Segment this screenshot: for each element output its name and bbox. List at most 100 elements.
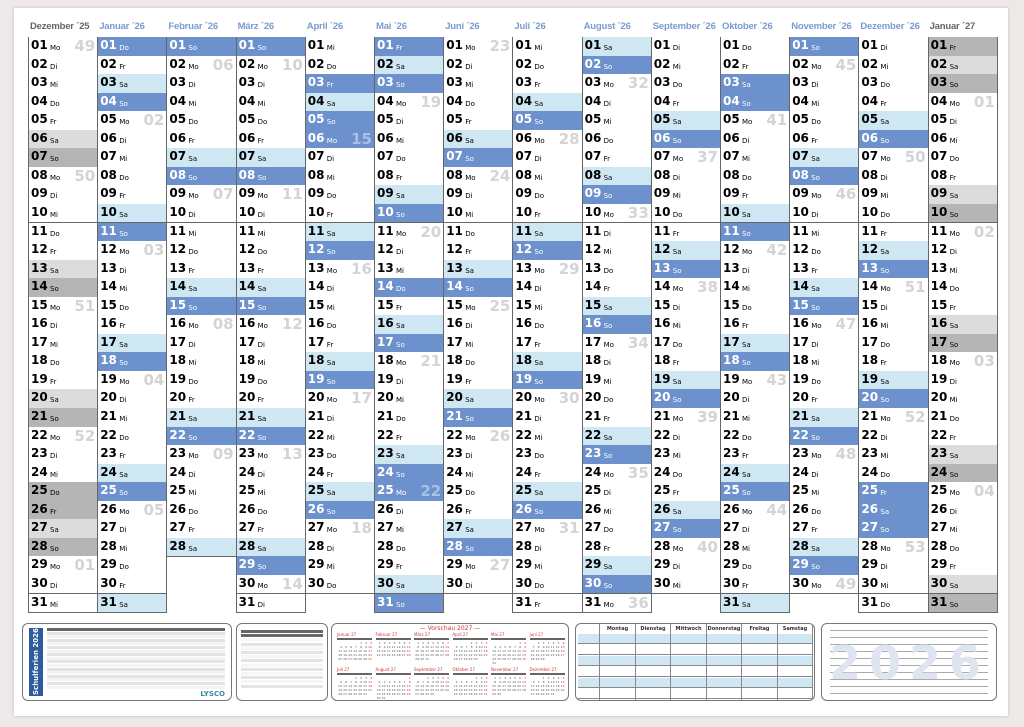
- note-line[interactable]: [830, 693, 988, 694]
- day-cell[interactable]: 27 Di: [720, 519, 791, 539]
- day-cell[interactable]: 01 Fr: [374, 37, 445, 57]
- note-line[interactable]: [830, 672, 988, 673]
- day-cell[interactable]: 12 Fr: [28, 241, 99, 261]
- day-cell[interactable]: 02 Mo 10: [235, 55, 306, 76]
- day-cell[interactable]: 27 Di: [97, 519, 168, 539]
- day-cell[interactable]: 25 Do: [28, 482, 99, 502]
- day-cell[interactable]: 18 Mi: [789, 352, 860, 372]
- day-cell[interactable]: 03 Mo 32: [581, 74, 652, 94]
- day-cell[interactable]: 18 Fr: [858, 352, 929, 372]
- day-cell[interactable]: 20 Di: [97, 389, 168, 409]
- day-cell[interactable]: 26 Fr: [443, 500, 514, 521]
- day-cell[interactable]: 22 So: [235, 426, 306, 447]
- day-cell[interactable]: 02 Di: [443, 55, 514, 76]
- day-cell[interactable]: 07 Do: [374, 148, 445, 168]
- day-cell[interactable]: 29 Mi: [512, 556, 583, 576]
- day-cell[interactable]: 19 So: [304, 370, 375, 391]
- day-cell[interactable]: 19 Do: [789, 370, 860, 391]
- day-cell[interactable]: 20 Fr: [166, 389, 237, 409]
- day-cell[interactable]: 28 Di: [304, 537, 375, 558]
- day-cell[interactable]: 19 Do: [235, 370, 306, 391]
- day-cell[interactable]: 12 Mi: [581, 241, 652, 261]
- day-cell[interactable]: 09 Do: [512, 185, 583, 205]
- day-cell[interactable]: 13 Mi: [374, 259, 445, 280]
- day-cell[interactable]: 26 Mo 05: [97, 500, 168, 521]
- day-cell[interactable]: 03 Mi: [28, 74, 99, 94]
- day-cell[interactable]: 17 Sa: [720, 333, 791, 354]
- day-cell[interactable]: 20 Do: [581, 389, 652, 409]
- day-cell[interactable]: 20 Fr: [789, 389, 860, 409]
- day-cell[interactable]: 23 So: [581, 445, 652, 465]
- day-cell[interactable]: 26 Di: [927, 500, 998, 521]
- day-cell[interactable]: 11 Mo 20: [374, 222, 445, 243]
- day-cell[interactable]: 21 Do: [374, 408, 445, 428]
- day-cell[interactable]: 27 Mo 31: [512, 519, 583, 539]
- day-cell[interactable]: 10 Mi: [443, 203, 514, 224]
- day-cell[interactable]: 07 Mo 50: [858, 148, 929, 168]
- day-cell[interactable]: 23 Mi: [650, 445, 721, 465]
- day-cell[interactable]: 30 Fr: [720, 574, 791, 595]
- day-cell[interactable]: 24 Mo 35: [581, 463, 652, 484]
- day-cell[interactable]: 20 So: [650, 389, 721, 409]
- day-cell[interactable]: 17 Mi: [28, 333, 99, 354]
- day-cell[interactable]: 20 Mo 30: [512, 389, 583, 409]
- day-cell[interactable]: 11 Sa: [304, 222, 375, 243]
- day-cell[interactable]: 19 Sa: [858, 370, 929, 391]
- note-line[interactable]: [830, 665, 988, 666]
- day-cell[interactable]: 26 Mi: [581, 500, 652, 521]
- day-cell[interactable]: 05 So: [304, 111, 375, 131]
- day-cell[interactable]: 09 Mi: [858, 185, 929, 205]
- day-cell[interactable]: 23 Do: [304, 445, 375, 465]
- day-cell[interactable]: 25 Mi: [789, 482, 860, 502]
- day-cell[interactable]: 13 Mo 16: [304, 259, 375, 280]
- day-cell[interactable]: 06 Mo 15: [304, 129, 375, 150]
- day-cell[interactable]: 22 Mi: [304, 426, 375, 447]
- day-cell[interactable]: 15 So: [166, 296, 237, 317]
- day-cell[interactable]: 01 Mi: [304, 37, 375, 57]
- day-cell[interactable]: 16 Mo 08: [166, 315, 237, 335]
- day-cell[interactable]: 29 Do: [97, 556, 168, 576]
- day-cell[interactable]: 31 Di: [235, 593, 306, 614]
- note-line[interactable]: [830, 651, 988, 652]
- day-cell[interactable]: 08 Di: [858, 166, 929, 187]
- day-cell[interactable]: 14 Di: [304, 278, 375, 298]
- day-cell[interactable]: 13 Sa: [443, 259, 514, 280]
- day-cell[interactable]: 15 Do: [97, 296, 168, 317]
- day-cell[interactable]: 25 Sa: [512, 482, 583, 502]
- day-cell[interactable]: 03 Mi: [443, 74, 514, 94]
- day-cell[interactable]: 01 Fr: [927, 37, 998, 57]
- day-cell[interactable]: 11 Fr: [858, 222, 929, 243]
- day-cell[interactable]: 26 Do: [789, 500, 860, 521]
- day-cell[interactable]: 01 Mo 49: [28, 37, 99, 57]
- day-cell[interactable]: 09 Mo 46: [789, 185, 860, 205]
- day-cell[interactable]: 07 Fr: [581, 148, 652, 168]
- day-cell[interactable]: 24 So: [927, 463, 998, 484]
- stundenplan-row[interactable]: [578, 656, 812, 666]
- day-cell[interactable]: 01 Mo 23: [443, 37, 514, 57]
- day-cell[interactable]: 12 So: [304, 241, 375, 261]
- day-cell[interactable]: 24 Di: [789, 463, 860, 484]
- day-cell[interactable]: 06 Fr: [235, 129, 306, 150]
- day-cell[interactable]: 02 So: [581, 55, 652, 76]
- day-cell[interactable]: 21 Sa: [235, 408, 306, 428]
- day-cell[interactable]: 23 Sa: [927, 445, 998, 465]
- day-cell[interactable]: 10 Mo 33: [581, 203, 652, 224]
- day-cell[interactable]: 06 Di: [97, 129, 168, 150]
- day-cell[interactable]: 05 Di: [927, 111, 998, 131]
- day-cell[interactable]: 03 Fr: [304, 74, 375, 94]
- day-cell[interactable]: 12 Mo 03: [97, 241, 168, 261]
- day-cell[interactable]: 22 Fr: [927, 426, 998, 447]
- day-cell[interactable]: 24 Mi: [443, 463, 514, 484]
- note-line[interactable]: [830, 686, 988, 687]
- day-cell[interactable]: 18 Mo 03: [927, 352, 998, 372]
- day-cell[interactable]: 27 Fr: [235, 519, 306, 539]
- day-cell[interactable]: 20 Sa: [28, 389, 99, 409]
- day-cell[interactable]: 21 Di: [512, 408, 583, 428]
- day-cell[interactable]: 13 Sa: [28, 259, 99, 280]
- day-cell[interactable]: 10 Di: [166, 203, 237, 224]
- day-cell[interactable]: 25 Sa: [304, 482, 375, 502]
- day-cell[interactable]: 18 Di: [581, 352, 652, 372]
- day-cell[interactable]: 27 Do: [581, 519, 652, 539]
- day-cell[interactable]: 09 Sa: [927, 185, 998, 205]
- day-cell[interactable]: 29 So: [235, 556, 306, 576]
